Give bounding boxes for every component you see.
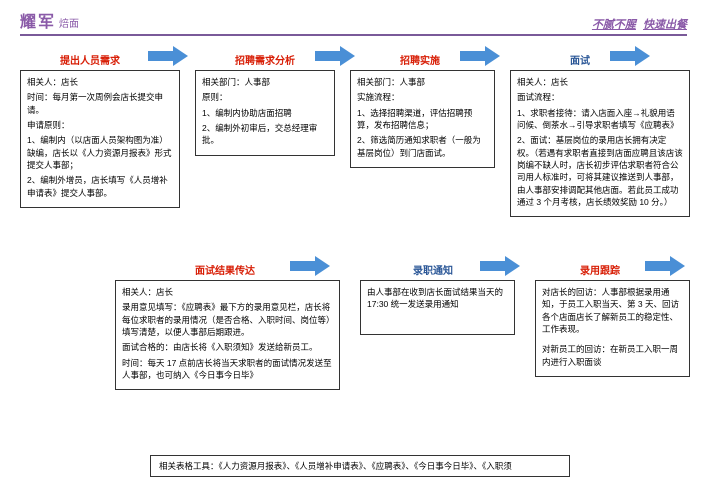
b4-l2: 面试流程： (517, 91, 683, 103)
title-step2: 招聘需求分析 (235, 52, 295, 67)
b5-l1: 相关人：店长 (122, 286, 333, 298)
b5-l2: 录用意见填写：《应聘表》最下方的录用意见栏，店长将每位求职者的录用情况（是否合格… (122, 301, 333, 338)
b4-l3: 1、求职者接待：请入店面入座→礼貌用语问候、倒茶水→引导求职者填写《应聘表》 (517, 107, 683, 132)
footer-tools: 相关表格工具：《人力资源月报表》、《人员增补申请表》、《应聘表》、《今日事今日毕… (150, 455, 570, 477)
b2-l4: 2、编制外初审后，交总经理审批。 (202, 122, 328, 147)
title-step6: 录职通知 (413, 262, 453, 277)
b7-l1: 对店长的回访：人事部根据录用通知，于员工入职当天、第 3 天、回访各个店面店长了… (542, 286, 683, 335)
b1-l3: 申请原则： (27, 119, 173, 131)
arrow-icon (290, 256, 330, 276)
arrow-icon (480, 256, 520, 276)
b2-l1: 相关部门：人事部 (202, 76, 328, 88)
slogan-part1: 不腻不腥 (592, 19, 636, 31)
arrow-icon (610, 46, 650, 66)
b1-l2: 时间：每月第一次周例会店长提交申请。 (27, 91, 173, 116)
b3-l2: 实施流程： (357, 91, 488, 103)
arrow-icon (460, 46, 500, 66)
b7-l2: 对新员工的回访：在新员工入职一周内进行入职面谈 (542, 343, 683, 368)
title-step1: 提出人员需求 (60, 52, 120, 67)
b2-l2: 原则： (202, 91, 328, 103)
slogan-part2: 快速出餐 (643, 19, 687, 31)
b5-l3: 面试合格的：由店长将《入职须知》发送给新员工。 (122, 341, 333, 353)
b3-l3: 1、选择招聘渠道，评估招聘预算，发布招聘信息； (357, 107, 488, 132)
b1-l5: 2、编制外增员，店长填写《人员增补申请表》提交人事部。 (27, 174, 173, 199)
box-step2: 相关部门：人事部 原则： 1、编制内协助店面招聘 2、编制外初审后，交总经理审批… (195, 70, 335, 156)
title-step5: 面试结果传达 (195, 262, 255, 277)
box-step3: 相关部门：人事部 实施流程： 1、选择招聘渠道，评估招聘预算，发布招聘信息； 2… (350, 70, 495, 168)
b6-l1: 由人事部在收到店长面试结果当天的 17:30 统一发送录用通知 (367, 286, 508, 311)
b5-l4: 时间：每天 17 点前店长将当天求职者的面试情况发送至人事部，也可纳入《今日事今… (122, 357, 333, 382)
brand: 耀军焙面 (20, 8, 79, 32)
slogan: 不腻不腥 快速出餐 (592, 16, 687, 32)
brand-sub: 焙面 (59, 19, 79, 30)
b3-l4: 2、筛选简历通知求职者（一般为基层岗位）到门店面试。 (357, 134, 488, 159)
b1-l4: 1、编制内（以店面人员架构图为准）缺编，店长以《人力资源月报表》形式提交人事部； (27, 134, 173, 171)
box-step1: 相关人：店长 时间：每月第一次周例会店长提交申请。 申请原则： 1、编制内（以店… (20, 70, 180, 208)
arrow-icon (645, 256, 685, 276)
title-step3: 招聘实施 (400, 52, 440, 67)
b1-l1: 相关人：店长 (27, 76, 173, 88)
arrow-icon (315, 46, 355, 66)
b3-l1: 相关部门：人事部 (357, 76, 488, 88)
b4-l4: 2、面试：基层岗位的录用店长拥有决定权。（若遇有求职者直接到店面应聘且该店该岗编… (517, 134, 683, 208)
box-step7: 对店长的回访：人事部根据录用通知，于员工入职当天、第 3 天、回访各个店面店长了… (535, 280, 690, 377)
page-header: 耀军焙面 不腻不腥 快速出餐 (20, 8, 687, 36)
b2-l3: 1、编制内协助店面招聘 (202, 107, 328, 119)
title-step4: 面试 (570, 52, 590, 67)
box-step5: 相关人：店长 录用意见填写：《应聘表》最下方的录用意见栏，店长将每位求职者的录用… (115, 280, 340, 390)
box-step6: 由人事部在收到店长面试结果当天的 17:30 统一发送录用通知 (360, 280, 515, 335)
b4-l1: 相关人：店长 (517, 76, 683, 88)
title-step7: 录用跟踪 (580, 262, 620, 277)
box-step4: 相关人：店长 面试流程： 1、求职者接待：请入店面入座→礼貌用语问候、倒茶水→引… (510, 70, 690, 217)
arrow-icon (148, 46, 188, 66)
brand-main: 耀军 (20, 14, 56, 31)
